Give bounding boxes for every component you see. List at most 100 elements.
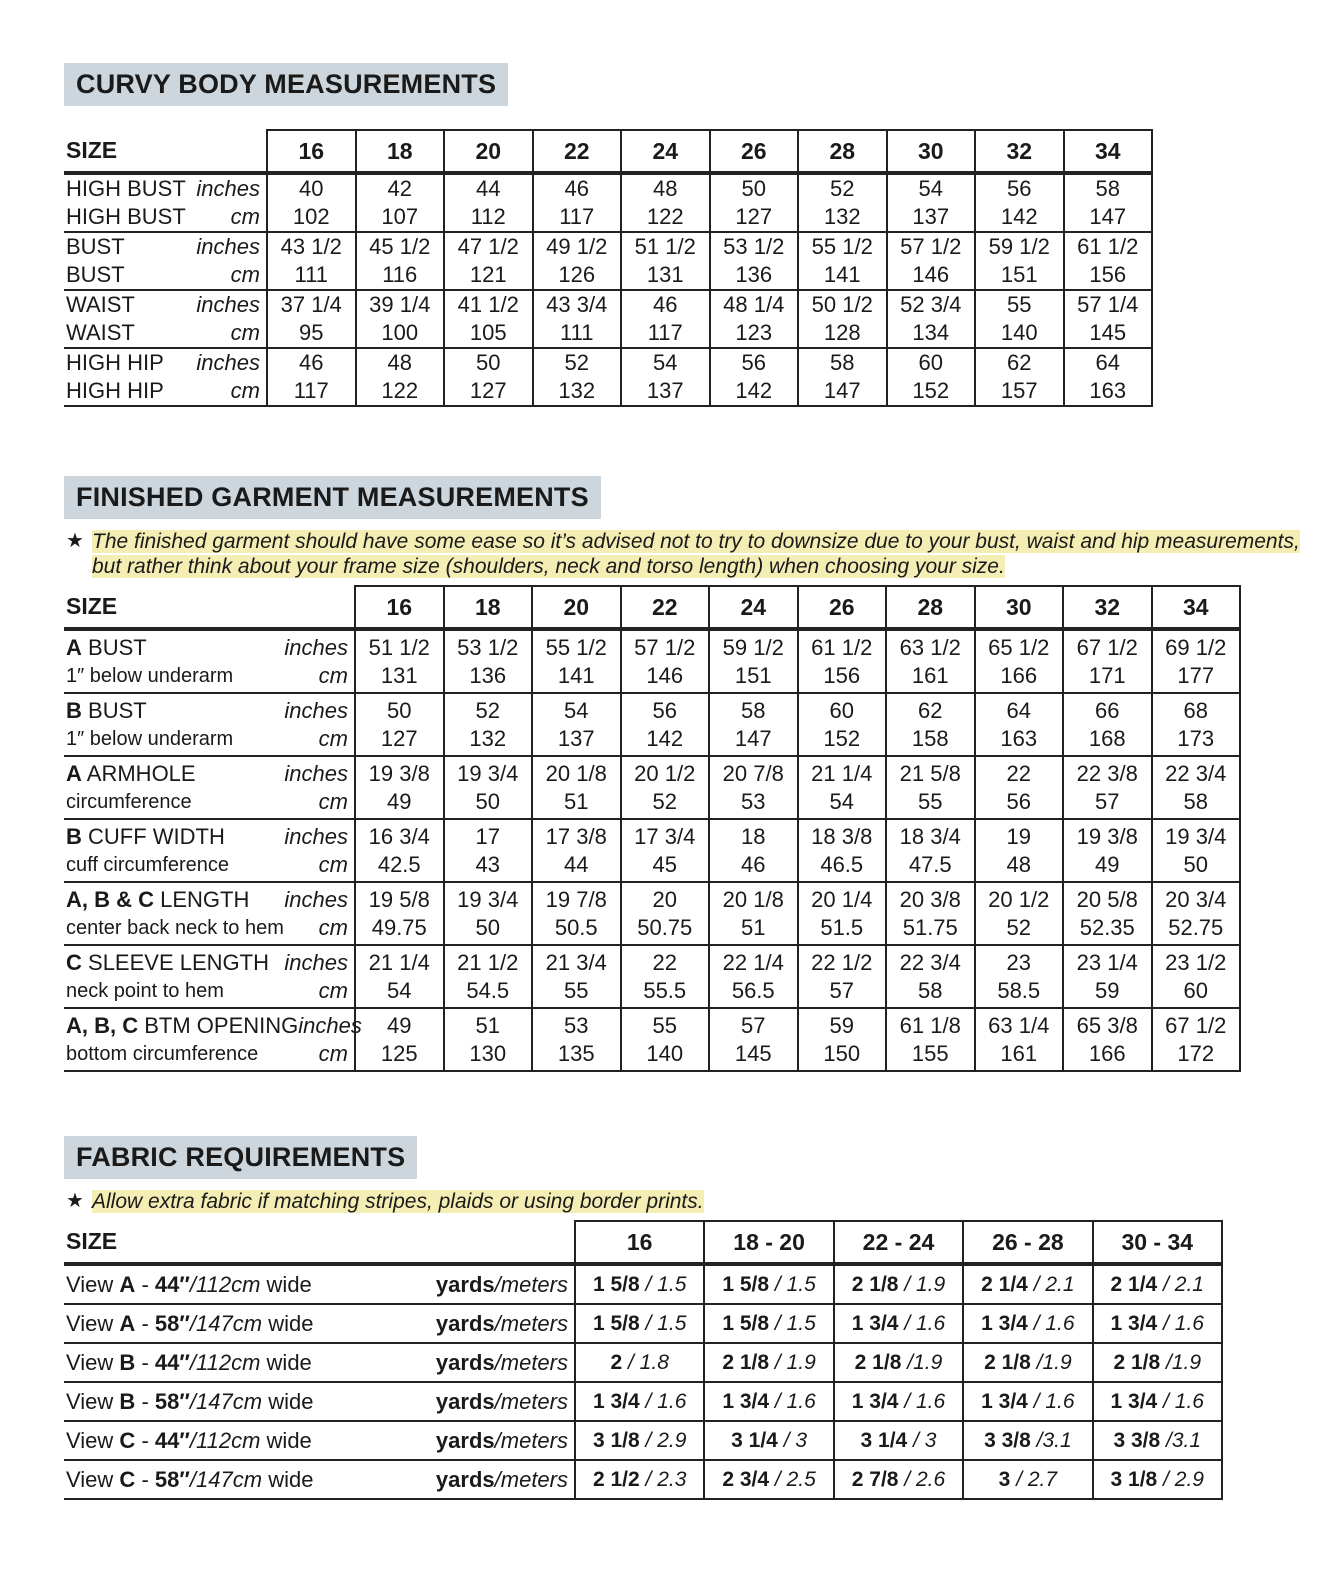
cell: 46 117	[266, 348, 357, 407]
cell: 3 / 2.7	[962, 1460, 1094, 1500]
cell: 65 1/2 166	[973, 629, 1064, 694]
meters: / 1.6	[645, 1389, 687, 1413]
row-label: B BUST inches 1″ below underarm cm	[64, 693, 355, 757]
label-part: wide	[266, 1427, 312, 1453]
yards: 1 5/8	[592, 1272, 640, 1296]
measure-name: CUFF WIDTH	[88, 823, 225, 849]
row: C SLEEVE LENGTH inches neck point to hem cm…	[64, 945, 1241, 1009]
row: HIGH HIP inches HIGH HIP cm 46 117 48 122 50 127 5…	[64, 348, 1153, 407]
value: 62	[918, 697, 943, 723]
value: 21 1/4	[368, 949, 430, 975]
cell: 46 117	[531, 173, 622, 233]
value: 60	[829, 697, 854, 723]
label-part: wide	[268, 1466, 314, 1492]
cell: 19 3/8 49	[354, 756, 445, 820]
yards: 2 1/2	[592, 1467, 640, 1491]
value: 18 3/4	[899, 823, 961, 849]
label-line: A ARMHOLE inches	[64, 760, 354, 788]
unit-yards: yards	[435, 1427, 495, 1453]
measure-name: HIGH BUST	[66, 176, 186, 201]
section-title-wrap: CURVY BODY MEASUREMENTS	[64, 63, 1153, 106]
value: 150	[823, 1040, 861, 1066]
value: 151	[734, 662, 772, 688]
size-label: SIZE	[64, 1221, 575, 1266]
value: 50	[475, 914, 500, 940]
label-part: -	[141, 1310, 149, 1336]
value: 55 1/2	[545, 634, 607, 660]
label-part: 58″	[154, 1466, 190, 1492]
value: 166	[1088, 1040, 1126, 1066]
cell: 56 142	[974, 173, 1065, 233]
unit: cm	[230, 262, 260, 287]
cell: 1 5/8 / 1.5	[573, 1304, 706, 1344]
value: 50	[387, 697, 412, 723]
cell: 2 3/4 / 2.5	[703, 1460, 835, 1500]
row-label: C SLEEVE LENGTH inches neck point to hem cm	[64, 945, 355, 1009]
label-line: A, B, C BTM OPENING inches	[64, 1012, 362, 1040]
cell: 19 3/8 49	[1062, 819, 1153, 883]
row: View B - 58″/147cm wide yards/meters 1 3/4…	[64, 1382, 1223, 1422]
value: 19 3/4	[457, 760, 519, 786]
size-header: 24	[708, 585, 799, 631]
cell: 21 5/8 55	[885, 756, 976, 820]
value: 123	[735, 320, 773, 345]
cell: 59 150	[796, 1008, 887, 1072]
value: 51 1/2	[368, 634, 430, 660]
measure-label: neck point to hem	[66, 977, 224, 1005]
measure-name: BUST	[88, 634, 147, 660]
value: 105	[469, 320, 507, 345]
label-part: View	[66, 1271, 114, 1297]
cell: 20 50.75	[619, 882, 710, 946]
value: 67 1/2	[1165, 1012, 1227, 1038]
measure-code: B	[66, 697, 82, 723]
value: 52	[564, 350, 589, 375]
cell: 1 3/4 / 1.6	[832, 1382, 965, 1422]
value: 130	[469, 1040, 507, 1066]
value: 54	[918, 176, 943, 201]
value: 21 1/2	[457, 949, 519, 975]
cell: 20 3/4 52.75	[1150, 882, 1241, 946]
row: A BUST inches 1″ below underarm cm 51 1/2 131…	[64, 629, 1241, 694]
value: 107	[381, 204, 419, 229]
unit: inches	[284, 697, 348, 723]
row: A, B & C LENGTH inches center back neck to…	[64, 882, 1241, 946]
label-line: BUST inches	[64, 233, 266, 261]
cell: 1 5/8 / 1.5	[703, 1304, 835, 1344]
table: SIZE 16 18 - 20 22 - 24 26 - 28 30 - 34 View A…	[64, 1220, 1223, 1500]
value: 59	[829, 1012, 854, 1038]
yards: 1 3/4	[592, 1389, 640, 1413]
cell: 58 147	[1062, 173, 1153, 233]
cell: 61 1/2 156	[796, 629, 887, 694]
size-header: 32	[974, 129, 1065, 175]
meters: / 1.9	[904, 1272, 946, 1296]
unit: inches	[284, 949, 348, 975]
measure-name: HIGH HIP	[66, 350, 164, 375]
measure-name: LENGTH	[160, 886, 250, 912]
label-part: 44″	[154, 1427, 190, 1453]
measure-label: 1″ below underarm	[66, 662, 233, 690]
label-line: 1″ below underarm cm	[64, 725, 354, 753]
label-line: View C - 58″/147cm wide yards/meters	[64, 1466, 574, 1494]
size-header: 24	[620, 129, 711, 175]
cell: 2 7/8 / 2.6	[832, 1460, 965, 1500]
value: 20 7/8	[722, 760, 784, 786]
cell: 64 163	[973, 693, 1064, 757]
value: 59 1/2	[722, 634, 784, 660]
value: 44	[476, 176, 501, 201]
cell: 1 3/4 / 1.6	[962, 1304, 1094, 1344]
measure-label: center back neck to hem	[66, 914, 284, 942]
unit-meters: /meters	[494, 1388, 568, 1414]
label-part: -	[141, 1271, 149, 1297]
value: 48 1/4	[723, 292, 785, 317]
value: 172	[1177, 1040, 1215, 1066]
value: 100	[381, 320, 419, 345]
value: 122	[646, 204, 684, 229]
value: 50.75	[637, 914, 693, 940]
label-part: wide	[268, 1310, 314, 1336]
value: 51	[475, 1012, 500, 1038]
unit: yards/meters	[436, 1427, 568, 1455]
label-line: center back neck to hem cm	[64, 914, 354, 942]
header-row: SIZE 16 18 - 20 22 - 24 26 - 28 30 - 34	[64, 1220, 1223, 1266]
label-part: View	[66, 1349, 114, 1375]
row-label: HIGH HIP inches HIGH HIP cm	[64, 348, 267, 407]
